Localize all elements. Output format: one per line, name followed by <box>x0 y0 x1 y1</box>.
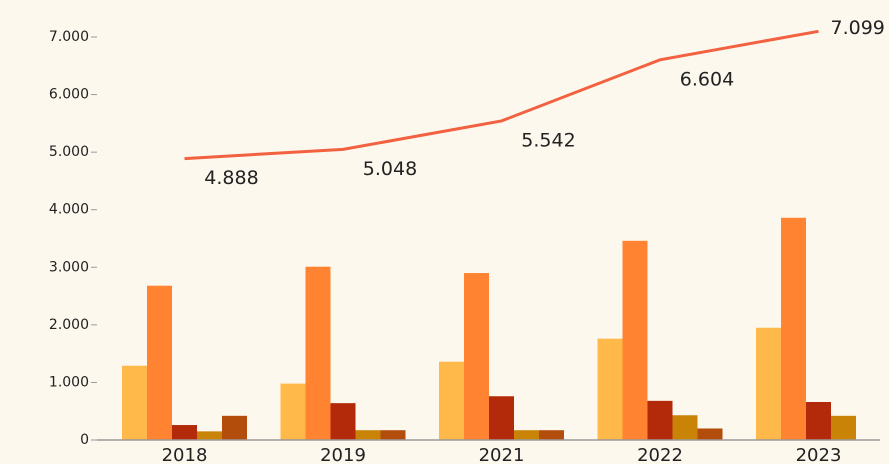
bar <box>197 431 222 440</box>
bar <box>464 273 489 440</box>
bar <box>514 430 539 440</box>
y-tick-label: 0 <box>80 432 89 448</box>
y-tick-label: 4.000 <box>49 202 89 218</box>
bar <box>672 415 698 440</box>
value-label: 4.888 <box>204 167 258 189</box>
value-label: 6.604 <box>680 68 734 90</box>
bar <box>355 430 381 440</box>
x-tick-label: 2023 <box>796 445 842 464</box>
y-tick-label: 1.000 <box>49 374 89 390</box>
value-label: 5.048 <box>363 158 417 180</box>
bar <box>222 415 247 440</box>
bar <box>172 425 197 440</box>
bar <box>280 383 306 440</box>
bar <box>147 285 172 440</box>
x-tick-label: 2019 <box>320 445 366 464</box>
y-tick-label: 5.000 <box>49 144 89 160</box>
y-tick-label: 2.000 <box>49 317 89 333</box>
bar <box>489 396 514 440</box>
bar <box>831 415 856 440</box>
bar <box>781 217 806 440</box>
value-label: 5.542 <box>521 129 575 151</box>
bar <box>697 428 723 440</box>
bar <box>122 365 147 440</box>
y-tick-label: 7.000 <box>49 29 89 45</box>
bar <box>647 400 673 440</box>
y-tick-label: 3.000 <box>49 259 89 275</box>
x-tick-label: 2018 <box>162 445 208 464</box>
bar <box>380 430 406 440</box>
value-label: 7.099 <box>831 17 885 39</box>
x-tick-label: 2022 <box>637 445 683 464</box>
bar <box>806 402 831 440</box>
bar <box>539 430 564 440</box>
bar <box>756 327 781 440</box>
x-tick-label: 2021 <box>479 445 525 464</box>
line <box>184 29 819 161</box>
bar <box>330 403 356 440</box>
bar <box>597 338 623 440</box>
bar <box>439 361 464 440</box>
bar <box>305 266 331 440</box>
bar <box>622 240 648 440</box>
y-tick-label: 6.000 <box>49 87 89 103</box>
